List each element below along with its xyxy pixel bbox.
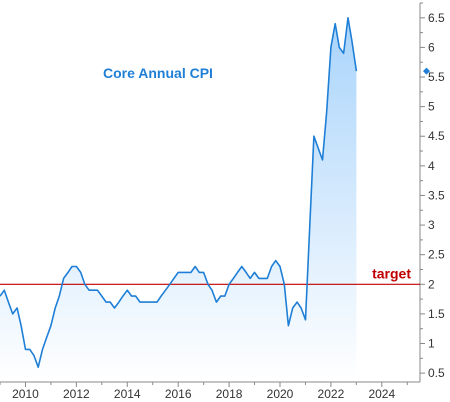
x-tick-label: 2024 — [368, 387, 395, 401]
y-tick-label: 0.5 — [428, 366, 445, 380]
x-tick-label: 2012 — [63, 387, 90, 401]
y-tick-label: 1.5 — [428, 307, 445, 321]
y-tick-label: 3.5 — [428, 188, 445, 202]
x-tick-label: 2010 — [12, 387, 39, 401]
x-tick-label: 2020 — [267, 387, 294, 401]
y-tick-label: 2 — [428, 277, 435, 291]
y-tick-label: 4 — [428, 159, 435, 173]
target-label: target — [372, 265, 411, 281]
y-tick-label: 4.5 — [428, 129, 445, 143]
last-value-marker — [423, 67, 430, 75]
y-tick-label: 6 — [428, 40, 435, 54]
x-tick-label: 2014 — [114, 387, 141, 401]
x-tick-label: 2018 — [216, 387, 243, 401]
x-tick-label: 2022 — [318, 387, 345, 401]
x-tick-label: 2016 — [165, 387, 192, 401]
chart-title: Core Annual CPI — [103, 65, 213, 81]
y-tick-label: 3 — [428, 218, 435, 232]
cpi-series-line — [0, 17, 358, 368]
y-tick-label: 2.5 — [428, 248, 445, 262]
y-tick-label: 5 — [428, 100, 435, 114]
y-tick-label: 6.5 — [428, 11, 445, 25]
y-tick-label: 1 — [428, 337, 435, 351]
y-tick-label: 5.5 — [428, 70, 445, 84]
